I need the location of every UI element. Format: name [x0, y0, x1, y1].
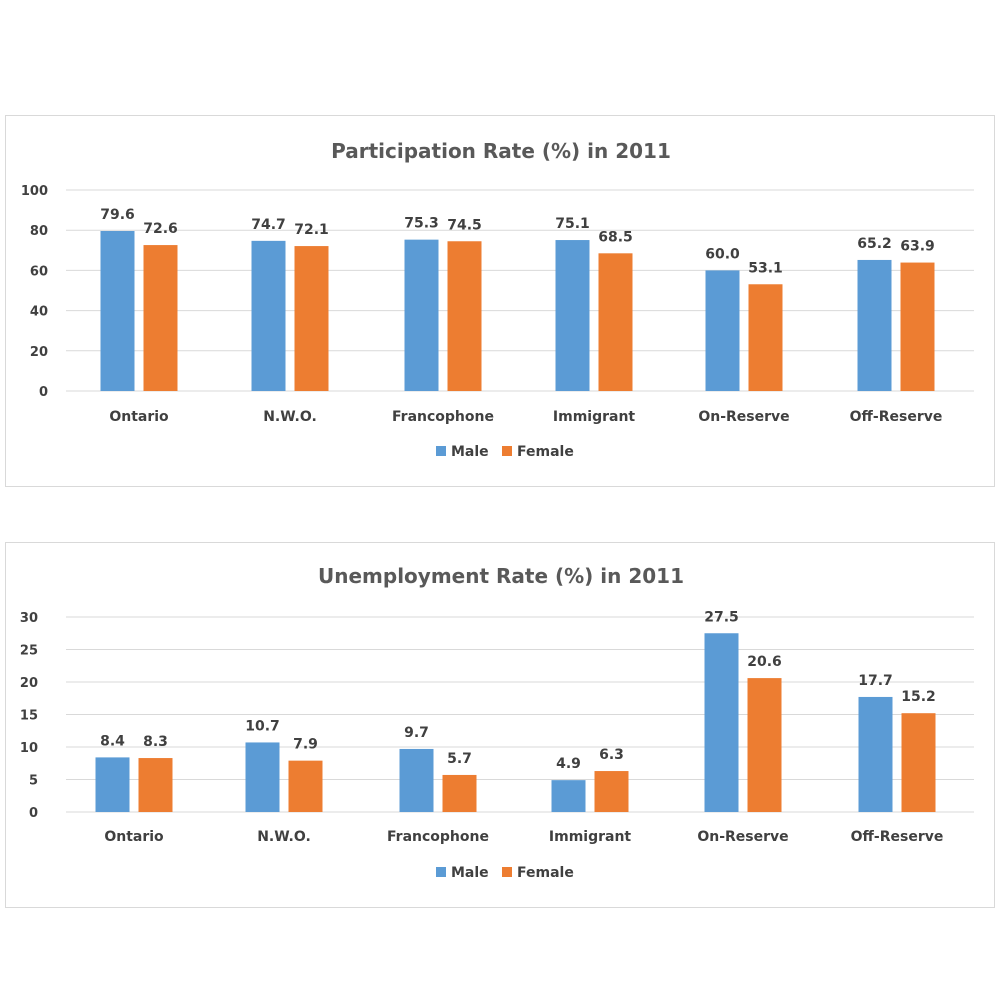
- x-tick-label: N.W.O.: [257, 829, 311, 845]
- participation-rate-chart-svg: Participation Rate (%) in 2011 0 20 40 60 80 1…: [21, 139, 974, 460]
- data-label: 10.7: [245, 718, 280, 734]
- bar-female: [900, 262, 935, 391]
- y-tick-label: 20: [20, 676, 38, 691]
- bar-female: [594, 771, 629, 812]
- data-label: 75.1: [555, 216, 590, 232]
- unemployment-rate-chart-svg: Unemployment Rate (%) in 2011 0 5 10 15 20 25 3…: [20, 564, 974, 881]
- x-tick-label: Francophone: [392, 409, 494, 425]
- bar-male: [95, 757, 130, 812]
- y-tick-label: 60: [30, 264, 48, 279]
- y-tick-label: 100: [21, 184, 48, 199]
- legend-label-female: Female: [517, 444, 574, 460]
- data-label: 72.6: [143, 221, 178, 237]
- data-label: 79.6: [100, 207, 135, 223]
- bar-female: [138, 758, 173, 812]
- bar-female: [598, 253, 633, 391]
- data-label: 17.7: [858, 673, 893, 689]
- data-label: 68.5: [598, 229, 633, 245]
- data-label: 74.5: [447, 217, 482, 233]
- y-tick-label: 40: [30, 305, 48, 320]
- bar-male: [555, 240, 590, 391]
- y-tick-label: 15: [20, 709, 38, 724]
- data-label: 15.2: [901, 689, 936, 705]
- y-tick-label: 30: [20, 611, 38, 626]
- data-label: 8.4: [100, 733, 125, 749]
- x-tick-label: Francophone: [387, 829, 489, 845]
- data-label: 5.7: [447, 751, 472, 767]
- legend-label-female: Female: [517, 865, 574, 881]
- y-tick-label: 25: [20, 644, 38, 659]
- data-label: 27.5: [704, 609, 739, 625]
- bar-male: [404, 239, 439, 391]
- data-label: 75.3: [404, 216, 439, 232]
- legend-swatch-male: [436, 867, 446, 877]
- data-label: 20.6: [747, 654, 782, 670]
- x-tick-label: Immigrant: [549, 829, 632, 845]
- legend-swatch-female: [502, 446, 512, 456]
- bar-male: [399, 748, 434, 812]
- bar-male: [245, 742, 280, 812]
- bar-female: [447, 241, 482, 391]
- x-tick-label: Ontario: [109, 409, 169, 425]
- bar-female: [143, 245, 178, 391]
- x-tick-label: Ontario: [104, 829, 164, 845]
- x-tick-label: N.W.O.: [263, 409, 317, 425]
- bar-female: [294, 246, 329, 391]
- data-label: 53.1: [748, 260, 783, 276]
- y-tick-label: 10: [20, 741, 38, 756]
- bar-male: [857, 259, 892, 391]
- bar-male: [705, 270, 740, 391]
- bar-female: [748, 284, 783, 391]
- x-tick-label: Immigrant: [553, 409, 636, 425]
- data-label: 9.7: [404, 725, 429, 741]
- y-tick-label: 0: [39, 385, 48, 400]
- data-label: 74.7: [251, 217, 286, 233]
- y-tick-label: 80: [30, 224, 48, 239]
- participation-rate-chart: Participation Rate (%) in 2011 0 20 40 60 80 1…: [5, 115, 995, 487]
- legend-label-male: Male: [451, 444, 489, 460]
- data-label: 72.1: [294, 222, 329, 238]
- bar-female: [288, 760, 323, 812]
- bar-male: [551, 780, 586, 812]
- unemployment-rate-chart: Unemployment Rate (%) in 2011 0 5 10 15 20 25 3…: [5, 542, 995, 908]
- bar-female: [747, 678, 782, 812]
- y-tick-label: 20: [30, 345, 48, 360]
- bar-male: [704, 633, 739, 812]
- y-tick-label: 5: [29, 774, 38, 789]
- x-tick-label: Off-Reserve: [850, 409, 943, 425]
- bar-male: [251, 240, 286, 391]
- data-label: 4.9: [556, 756, 581, 772]
- legend-swatch-male: [436, 446, 446, 456]
- data-label: 65.2: [857, 236, 892, 252]
- x-tick-label: On-Reserve: [697, 829, 788, 845]
- y-tick-label: 0: [29, 806, 38, 821]
- data-label: 8.3: [143, 734, 168, 750]
- data-label: 63.9: [900, 239, 935, 255]
- legend-swatch-female: [502, 867, 512, 877]
- legend-label-male: Male: [451, 865, 489, 881]
- bar-male: [100, 231, 135, 391]
- x-tick-label: Off-Reserve: [851, 829, 944, 845]
- bar-female: [442, 774, 477, 812]
- data-label: 6.3: [599, 747, 624, 763]
- data-label: 60.0: [705, 246, 740, 262]
- bar-male: [858, 696, 893, 812]
- chart-title: Unemployment Rate (%) in 2011: [318, 564, 684, 588]
- x-tick-label: On-Reserve: [698, 409, 789, 425]
- bar-female: [901, 713, 936, 812]
- data-label: 7.9: [293, 737, 318, 753]
- chart-title: Participation Rate (%) in 2011: [331, 139, 671, 163]
